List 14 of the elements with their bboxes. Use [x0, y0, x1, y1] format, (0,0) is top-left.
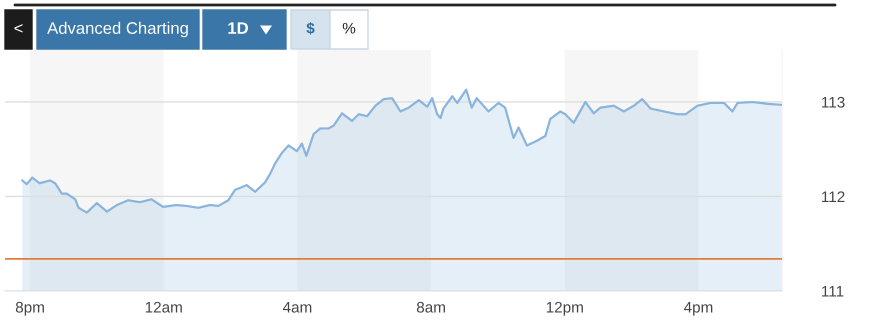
text: Advanced Charting — [47, 22, 188, 38]
x-tick-label: 12am — [146, 302, 182, 313]
x-tick-label: 8pm — [16, 302, 44, 316]
x-tick-label: 4am — [282, 302, 312, 313]
text: $ — [306, 22, 315, 35]
y-tick-label: 113 — [822, 96, 845, 108]
x-tick-label: 12pm — [546, 302, 583, 316]
x-tick-label: 4pm — [684, 302, 712, 316]
x-tick-label: 8am — [416, 302, 445, 313]
text: % — [342, 22, 356, 34]
text: 1D — [228, 22, 248, 34]
text: < — [14, 24, 23, 33]
y-tick-label: 111 — [822, 286, 844, 297]
y-tick-label: 112 — [822, 191, 844, 202]
